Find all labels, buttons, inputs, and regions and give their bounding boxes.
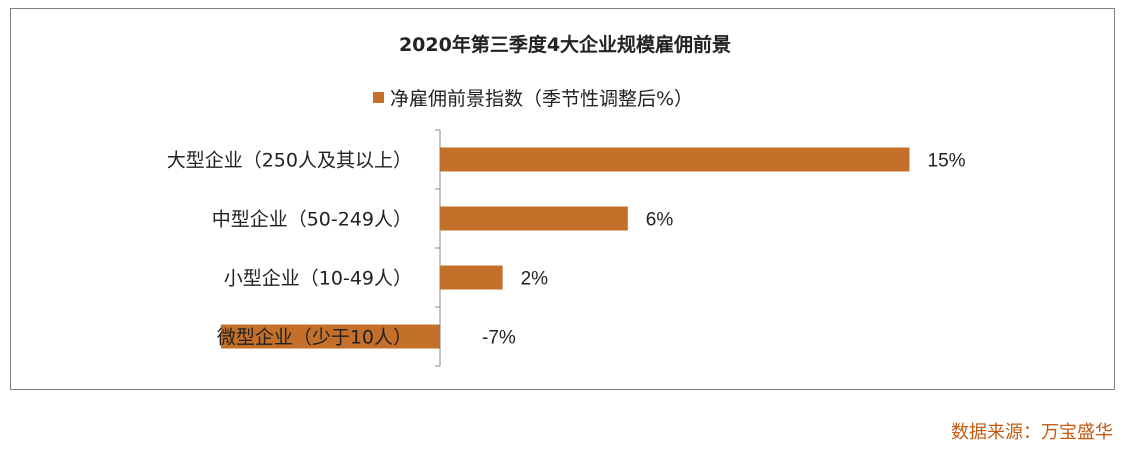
category-label: 中型企业（50-249人） [212,209,412,231]
data-label: 6% [646,210,674,231]
category-label: 微型企业（少于10人） [217,327,412,349]
chart-title: 2020年第三季度4大企业规模雇佣前景 [399,33,731,56]
category-label: 小型企业（10-49人） [224,268,412,290]
legend-label: 净雇佣前景指数（季节性调整后%） [390,88,693,110]
category-label: 大型企业（250人及其以上） [167,150,412,172]
bar [440,206,628,231]
chart-frame [10,8,1115,390]
bar-chart: 2020年第三季度4大企业规模雇佣前景 净雇佣前景指数（季节性调整后%） 大型企… [167,33,966,367]
data-label: 2% [521,269,549,290]
legend-swatch [373,92,384,103]
source-note: 数据来源：万宝盛华 [951,422,1113,443]
data-label: 15% [928,151,966,172]
data-label: -7% [482,328,516,349]
bar [440,147,910,172]
bar [440,265,503,290]
bar [220,324,440,349]
